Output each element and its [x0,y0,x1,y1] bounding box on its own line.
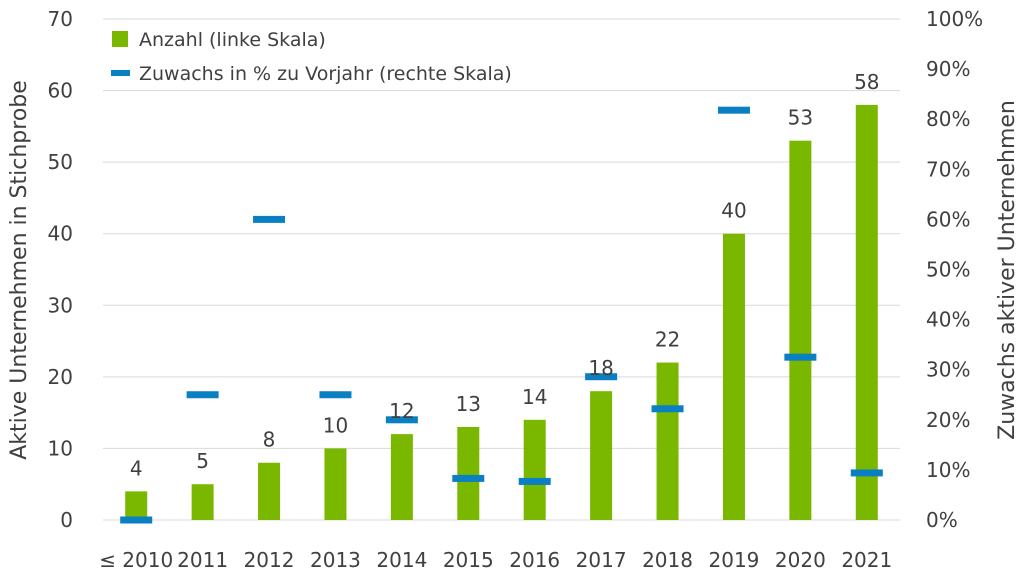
x-tick-label: 2018 [642,548,693,572]
y-right-tick-label: 90% [926,57,970,81]
x-tick-label: 2013 [310,548,361,572]
y-left-tick-label: 50 [48,150,73,174]
bar-data-label: 18 [588,356,613,380]
bar-2012 [258,462,281,520]
x-tick-label: 2021 [841,548,892,572]
legend-swatch-zuwachs [111,70,130,76]
y-right-tick-label: 50% [926,258,970,282]
bar-data-label: 10 [323,413,348,437]
bar-data-label: 4 [130,456,143,480]
legend-label-anzahl: Anzahl (linke Skala) [139,29,326,51]
y-axis-right-title: Zuwachs aktiver Unternehmen [995,100,1020,440]
y-left-tick-label: 0 [60,508,73,532]
gridlines [103,18,900,521]
y-left-tick-label: 60 [48,79,73,103]
bar-data-label: 22 [655,328,680,352]
y-right-tick-label: 70% [926,157,970,181]
x-tick-label: 2012 [244,548,295,572]
bar-2017 [590,391,613,520]
bar-data-label: 8 [263,428,276,452]
x-tick-label: 2020 [775,548,826,572]
y-right-tick-label: 0% [926,508,958,532]
y-right-tick-label: 10% [926,458,970,482]
y-left-tick-label: 30 [48,293,73,317]
bar-2011 [191,484,214,520]
legend-label-zuwachs: Zuwachs in % zu Vorjahr (rechte Skala) [139,63,512,85]
growth-marker [186,391,219,399]
x-axis-ticks: ≤ 2010 2011 2012 2013 2014 2015 2016 2017 2018 20… [99,548,892,572]
y-right-tick-label: 30% [926,358,970,382]
growth-marker [253,215,286,223]
y-right-tick-label: 80% [926,107,970,131]
x-tick-label: 2017 [576,548,627,572]
y-axis-left-title: Aktive Unternehmen in Stichprobe [7,80,32,460]
bar-data-label: 12 [389,399,414,423]
growth-marker [385,416,418,424]
y-left-tick-label: 70 [48,7,73,31]
x-tick-label: 2016 [509,548,560,572]
growth-marker [850,469,883,477]
bar-data-label: 58 [854,70,879,94]
bar-2018 [656,362,679,520]
bar-2015 [457,426,480,520]
y-axis-left-ticks: 0 10 20 30 40 50 60 70 [48,7,73,532]
y-right-tick-label: 60% [926,207,970,231]
x-tick-label: ≤ 2010 [99,548,173,572]
y-right-tick-label: 20% [926,408,970,432]
growth-marker [319,391,352,399]
x-tick-label: 2014 [376,548,427,572]
bar-data-label: 5 [196,449,209,473]
bar-2021 [855,104,878,520]
legend-swatch-anzahl [112,31,128,47]
growth-marker [120,516,153,524]
legend: Anzahl (linke Skala) Zuwachs in % zu Vor… [111,29,512,85]
bar-2020 [789,140,812,520]
y-left-tick-label: 40 [48,222,73,246]
y-left-tick-label: 20 [48,365,73,389]
x-tick-label: 2011 [177,548,228,572]
bar-2016 [523,419,546,520]
growth-marker [585,373,618,381]
bar-2014 [390,434,413,520]
x-tick-label: 2015 [443,548,494,572]
marker-series-zuwachs [120,106,883,524]
growth-marker [784,353,817,361]
y-axis-right-ticks: 0% 10% 20% 30% 40% 50% 60% 70% 80% 90% 100% [926,7,983,532]
growth-marker [452,474,485,482]
bar-data-label: 14 [522,385,547,409]
growth-marker [518,477,551,485]
bar-data-label: 13 [456,392,481,416]
bar-data-label: 53 [788,106,813,130]
growth-marker [717,106,750,114]
growth-marker [651,405,684,413]
y-right-tick-label: 100% [926,7,983,31]
bar-data-label: 40 [721,199,746,223]
bar-series-anzahl [125,104,878,520]
bar-2013 [324,448,347,520]
y-right-tick-label: 40% [926,308,970,332]
bar-2010 [125,491,148,520]
bar-2019 [722,233,745,520]
x-tick-label: 2019 [709,548,760,572]
y-left-tick-label: 10 [48,436,73,460]
